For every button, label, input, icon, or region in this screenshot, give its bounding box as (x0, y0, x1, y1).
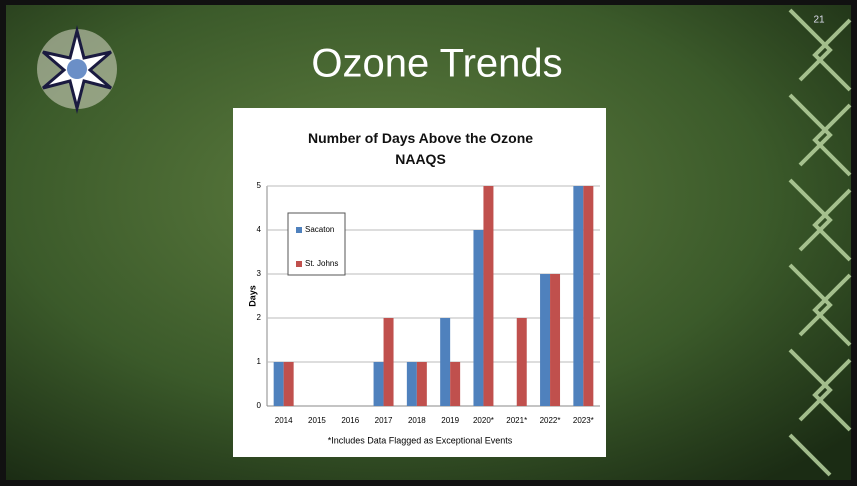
x-tick-label: 2018 (408, 416, 426, 425)
bar (383, 318, 394, 406)
y-tick-label: 3 (257, 269, 262, 278)
bar (483, 186, 494, 406)
x-tick-label: 2020* (473, 416, 494, 425)
y-axis-label: Days (247, 285, 257, 307)
x-tick-label: 2021* (506, 416, 527, 425)
bar (373, 362, 384, 406)
bar (283, 362, 294, 406)
bar (273, 362, 284, 406)
legend-label: St. Johns (305, 259, 338, 268)
x-tick-label: 2023* (573, 416, 594, 425)
legend-swatch (296, 261, 302, 267)
legend-swatch (296, 227, 302, 233)
y-tick-label: 1 (257, 357, 262, 366)
bar (550, 274, 561, 406)
x-tick-label: 2022* (540, 416, 561, 425)
bar (440, 318, 451, 406)
x-tick-label: 2016 (341, 416, 359, 425)
y-tick-label: 0 (257, 401, 262, 410)
legend-label: Sacaton (305, 225, 334, 234)
slide-title: Ozone Trends (311, 42, 562, 86)
decoration (788, 8, 852, 477)
bar (540, 274, 551, 406)
y-tick-label: 5 (257, 181, 262, 190)
bar (573, 186, 584, 406)
x-tick-label: 2015 (308, 416, 326, 425)
bar (473, 230, 484, 406)
note: *Includes Data Flagged as Exceptional Ev… (328, 435, 513, 445)
bar (516, 318, 527, 406)
bar (450, 362, 461, 406)
chart-title: Number of Days Above the Ozone NAAQS (307, 130, 534, 167)
y-tick-label: 2 (257, 313, 262, 322)
y-tick-label: 4 (257, 225, 262, 234)
logo (37, 25, 117, 114)
bar (406, 362, 417, 406)
x-tick-label: 2014 (275, 416, 293, 425)
slide-number: 21 (813, 15, 825, 26)
x-tick-label: 2019 (441, 416, 459, 425)
x-tick-label: 2017 (375, 416, 393, 425)
bar (583, 186, 594, 406)
bar (416, 362, 427, 406)
